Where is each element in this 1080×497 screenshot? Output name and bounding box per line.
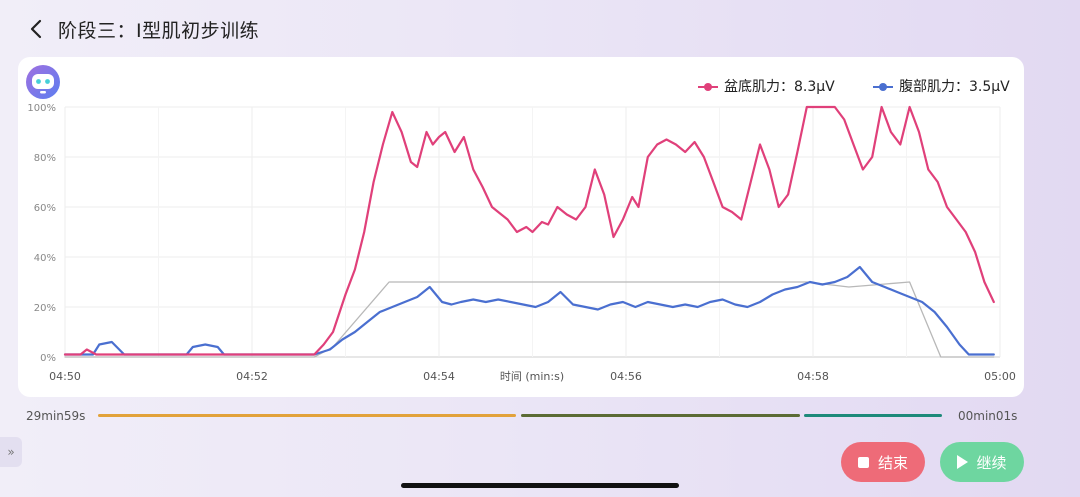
app-logo-icon <box>25 64 61 100</box>
continue-button-label: 继续 <box>976 453 1007 472</box>
x-axis-label: 时间 (min:s) <box>500 370 564 383</box>
x-tick-label: 04:56 <box>610 370 642 383</box>
stop-icon <box>857 456 869 468</box>
x-tick-label: 04:54 <box>423 370 455 383</box>
continue-button[interactable]: 继续 <box>940 442 1024 482</box>
legend-pelvic-marker <box>698 83 718 91</box>
series-line-abdominal <box>63 265 995 356</box>
y-tick-label: 60% <box>34 203 56 214</box>
elapsed-time: 00min01s <box>958 409 1018 423</box>
legend-pelvic-label: 盆底肌力：8.3μV <box>724 79 835 95</box>
progress-segment-3 <box>804 414 942 417</box>
emg-line-chart: 0% 20% 40% 60% 80% 100% 04:50 04:52 04:54 04:56 04… <box>27 103 1016 383</box>
page-title: 阶段三：I型肌初步训练 <box>58 20 260 42</box>
chevron-left-icon <box>30 19 42 39</box>
y-tick-label: 40% <box>34 253 56 264</box>
progress-segment-1 <box>98 414 516 417</box>
legend-item-pelvic: 盆底肌力：8.3μV <box>698 76 835 96</box>
x-tick-label: 04:58 <box>797 370 829 383</box>
end-button[interactable]: 结束 <box>841 442 925 482</box>
remaining-time: 29min59s <box>26 409 86 423</box>
back-button[interactable] <box>24 14 50 44</box>
header-bar: 阶段三：I型肌初步训练 <box>0 0 1080 58</box>
progress-segment-2 <box>521 414 800 417</box>
home-indicator <box>401 483 679 488</box>
legend-item-abdominal: 腹部肌力：3.5μV <box>873 76 1010 96</box>
series-line-pelvic <box>63 105 995 356</box>
y-tick-label: 80% <box>34 153 56 164</box>
progress-bar: 29min59s 00min01s <box>0 400 1080 430</box>
double-chevron-right-icon: » <box>7 445 15 459</box>
legend-abdominal-label: 腹部肌力：3.5μV <box>899 79 1010 95</box>
y-tick-label: 20% <box>34 303 56 314</box>
x-tick-label: 04:52 <box>236 370 268 383</box>
expand-sidebar-button[interactable]: » <box>0 437 22 467</box>
end-button-label: 结束 <box>877 453 908 472</box>
x-tick-label: 04:50 <box>49 370 81 383</box>
legend-abdominal-marker <box>873 83 893 91</box>
x-tick-label: 05:00 <box>984 370 1016 383</box>
y-tick-label: 0% <box>40 353 56 364</box>
play-icon <box>957 455 969 469</box>
chart-card <box>18 57 1024 397</box>
y-tick-label: 100% <box>27 103 56 114</box>
